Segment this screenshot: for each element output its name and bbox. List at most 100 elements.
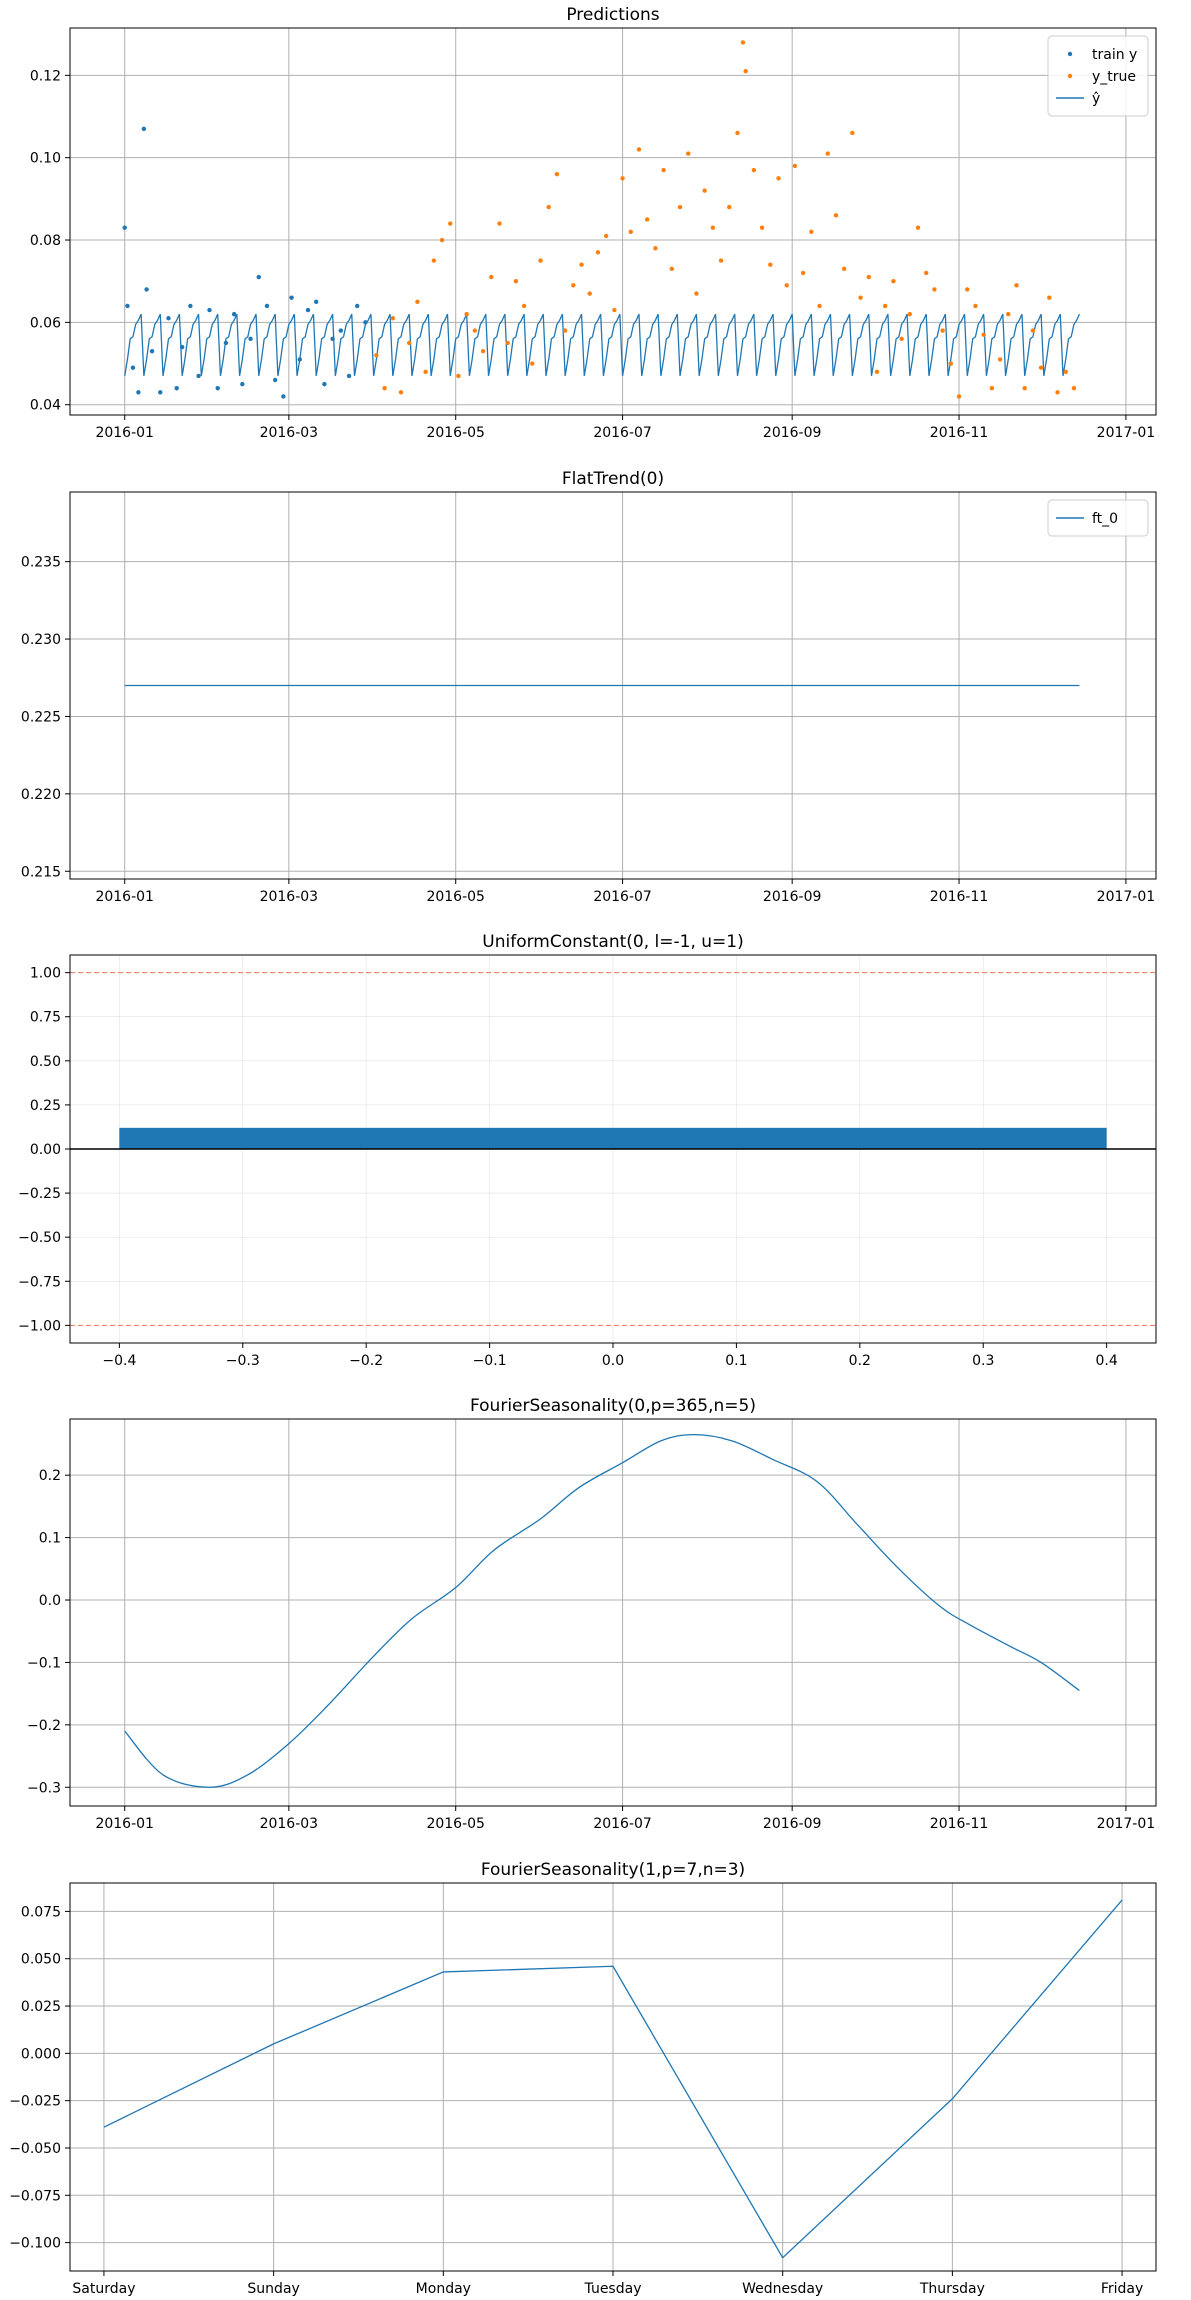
- y-true-point: [800, 270, 806, 276]
- y-tick-label: −0.2: [27, 1718, 61, 1734]
- x-tick-label: 2016-07: [593, 425, 652, 441]
- y-true-point: [891, 278, 896, 284]
- y-true-point: [718, 258, 724, 263]
- y-true-point: [956, 394, 962, 399]
- x-tick-label: 2016-05: [426, 1816, 485, 1832]
- chart-title: Predictions: [566, 5, 659, 25]
- train-point: [215, 386, 220, 391]
- y-true-point: [464, 311, 469, 317]
- x-tick-label: 2016-05: [426, 425, 485, 441]
- y-true-point: [694, 291, 699, 296]
- y-true-point: [686, 151, 691, 156]
- y-tick-label: −0.1: [27, 1655, 61, 1671]
- y-true-point: [1063, 369, 1068, 374]
- y-tick-label: −0.75: [18, 1274, 61, 1290]
- legend-label: ft_0: [1092, 511, 1118, 527]
- train-point: [144, 287, 149, 292]
- y-true-point: [480, 348, 486, 354]
- y-true-point: [1038, 365, 1044, 370]
- train-point: [207, 307, 212, 313]
- y-true-point: [924, 270, 929, 276]
- x-tick-label: 2016-01: [95, 425, 154, 441]
- y-true-point: [735, 130, 740, 136]
- x-tick-label: −0.3: [226, 1353, 260, 1369]
- train-point: [281, 394, 286, 399]
- y-true-point: [1030, 328, 1036, 333]
- train-point: [322, 381, 327, 387]
- y-true-point: [644, 217, 650, 222]
- y-tick-label: 0.1: [39, 1531, 61, 1547]
- x-tick-label: 0.1: [725, 1353, 747, 1369]
- y-true-point: [398, 390, 404, 395]
- x-tick-label: 0.4: [1096, 1353, 1118, 1369]
- x-tick-label: Thursday: [919, 2281, 985, 2297]
- y-true-point: [759, 225, 765, 230]
- series-line-yhat: [124, 313, 1081, 376]
- series-line-yearly: [124, 1433, 1080, 1788]
- x-tick-label: Monday: [416, 2281, 471, 2297]
- y-true-point: [751, 167, 757, 173]
- y-true-point: [833, 213, 839, 218]
- y-true-point: [948, 361, 954, 366]
- train-point: [313, 299, 319, 304]
- y-tick-label: −0.050: [9, 2141, 61, 2157]
- y-true-point: [530, 361, 535, 366]
- x-tick-label: 2016-11: [930, 1816, 989, 1832]
- y-true-point: [740, 40, 746, 45]
- y-true-point: [407, 340, 412, 346]
- train-point: [174, 386, 179, 391]
- legend-label: y_true: [1092, 69, 1136, 85]
- y-true-point: [841, 266, 847, 272]
- axes-frame: [69, 954, 1157, 1344]
- y-tick-label: 0.25: [30, 1098, 61, 1114]
- x-tick-label: 2017-01: [1097, 889, 1156, 905]
- train-point: [158, 390, 163, 395]
- train-point: [363, 320, 368, 325]
- y-tick-label: 0.235: [21, 555, 61, 571]
- y-true-point: [653, 246, 658, 251]
- y-true-point: [965, 287, 970, 292]
- x-tick-label: Sunday: [247, 2281, 299, 2297]
- y-true-point: [497, 221, 502, 226]
- train-point: [188, 303, 193, 309]
- y-true-point: [562, 328, 568, 333]
- x-tick-label: 2017-01: [1097, 425, 1156, 441]
- y-true-point: [448, 221, 453, 226]
- y-true-point: [776, 176, 781, 181]
- y-tick-label: 0.220: [21, 787, 61, 803]
- y-true-point: [620, 176, 625, 181]
- y-tick-label: 0.04: [30, 398, 61, 414]
- y-true-point: [554, 171, 560, 177]
- x-tick-label: 2016-05: [426, 889, 485, 905]
- axes-frame: [69, 1882, 1157, 2272]
- y-true-point: [874, 369, 880, 374]
- y-true-point: [768, 262, 773, 267]
- y-tick-label: 0.75: [30, 1010, 61, 1026]
- y-tick-label: 0.08: [30, 233, 61, 249]
- y-true-point: [915, 225, 921, 230]
- y-true-point: [932, 287, 937, 292]
- y-true-point: [702, 188, 707, 193]
- y-true-point: [989, 386, 995, 391]
- y-true-point: [571, 283, 576, 288]
- y-true-point: [472, 328, 478, 333]
- y-true-point: [792, 163, 798, 169]
- train-point: [338, 328, 344, 333]
- train-point: [272, 377, 278, 383]
- x-tick-label: Tuesday: [584, 2281, 642, 2297]
- y-tick-label: −0.025: [9, 2094, 61, 2110]
- x-tick-label: Wednesday: [742, 2281, 823, 2297]
- train-point: [256, 274, 261, 280]
- y-tick-label: −0.075: [9, 2188, 61, 2204]
- x-tick-label: 2017-01: [1097, 1816, 1156, 1832]
- y-tick-label: 0.215: [21, 864, 61, 880]
- legend: ft_0: [1047, 499, 1149, 537]
- x-tick-label: 0.3: [972, 1353, 994, 1369]
- axes-frame: [69, 491, 1157, 880]
- y-true-point: [579, 262, 584, 267]
- y-true-point: [907, 311, 913, 317]
- x-tick-label: 2016-03: [260, 1816, 319, 1832]
- y-true-point: [636, 147, 642, 152]
- x-tick-label: −0.2: [349, 1353, 383, 1369]
- y-tick-label: −0.100: [9, 2236, 61, 2252]
